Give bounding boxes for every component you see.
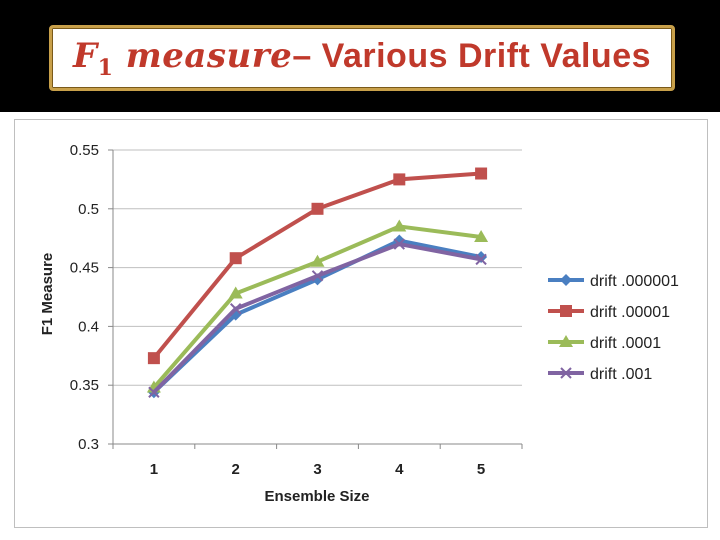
point-2-2 <box>310 254 325 267</box>
y-tick-label-4: 0.5 <box>78 201 99 218</box>
legend-marker-2 <box>559 335 573 347</box>
point-1-2 <box>311 202 324 215</box>
point-2-4 <box>474 230 489 243</box>
gridlines <box>108 149 522 445</box>
legend-label-2: drift .0001 <box>590 335 661 352</box>
x-tick-label-1: 2 <box>232 461 240 478</box>
x-tick-labels: 1 2 3 4 5 <box>150 461 486 478</box>
series-1 <box>147 167 488 365</box>
x-tick-label-3: 4 <box>395 461 404 478</box>
legend-item-0: drift .000001 <box>548 273 679 290</box>
point-1-0 <box>147 352 160 365</box>
series-group <box>146 167 489 399</box>
point-2-1 <box>228 286 243 299</box>
point-3-4 <box>475 253 487 266</box>
legend-item-2: drift .0001 <box>548 335 661 352</box>
y-tick-label-5: 0.55 <box>70 142 99 159</box>
title-band: F1 measure– Various Drift Values <box>0 0 720 112</box>
point-3-1 <box>229 303 242 315</box>
y-axis-title: F1 Measure <box>39 253 56 336</box>
legend-label-0: drift .000001 <box>590 273 679 290</box>
chart-frame <box>14 119 708 528</box>
y-tick-label-0: 0.3 <box>78 436 99 453</box>
point-1-3 <box>393 173 406 186</box>
title-math-word: measure <box>113 35 293 76</box>
title-box: F1 measure– Various Drift Values <box>49 25 675 91</box>
y-tick-labels: 0.3 0.35 0.4 0.45 0.5 0.55 <box>70 142 99 453</box>
legend-marker-1 <box>560 305 572 317</box>
series-3 <box>148 238 487 398</box>
title-math: F1 measure <box>72 35 293 81</box>
x-tick-label-0: 1 <box>150 461 158 478</box>
legend-item-3: drift .001 <box>548 366 652 383</box>
point-1-1 <box>229 252 242 265</box>
legend-label-3: drift .001 <box>590 366 652 383</box>
title-math-sub: 1 <box>97 54 114 81</box>
legend-marker-0 <box>560 274 572 286</box>
point-3-0 <box>148 386 160 398</box>
y-tick-label-1: 0.35 <box>70 377 99 394</box>
title-math-base: F <box>72 35 98 76</box>
point-1-4 <box>475 167 488 180</box>
x-tick-label-2: 3 <box>313 461 321 478</box>
legend: drift .000001 drift .00001 drift .0001 drif… <box>548 273 679 383</box>
point-2-3 <box>392 219 407 232</box>
y-tick-label-2: 0.4 <box>78 318 99 335</box>
title-rest: – Various Drift Values <box>292 36 652 75</box>
slide-title: F1 measure– Various Drift Values <box>73 36 651 81</box>
y-tick-label-3: 0.45 <box>70 260 99 277</box>
x-tick-label-4: 5 <box>477 461 485 478</box>
legend-label-1: drift .00001 <box>590 304 670 321</box>
legend-marker-3 <box>560 367 572 379</box>
x-axis-title: Ensemble Size <box>264 488 369 505</box>
axes <box>112 150 523 449</box>
point-3-2 <box>311 270 324 282</box>
legend-item-1: drift .00001 <box>548 304 670 321</box>
point-3-3 <box>393 238 406 250</box>
